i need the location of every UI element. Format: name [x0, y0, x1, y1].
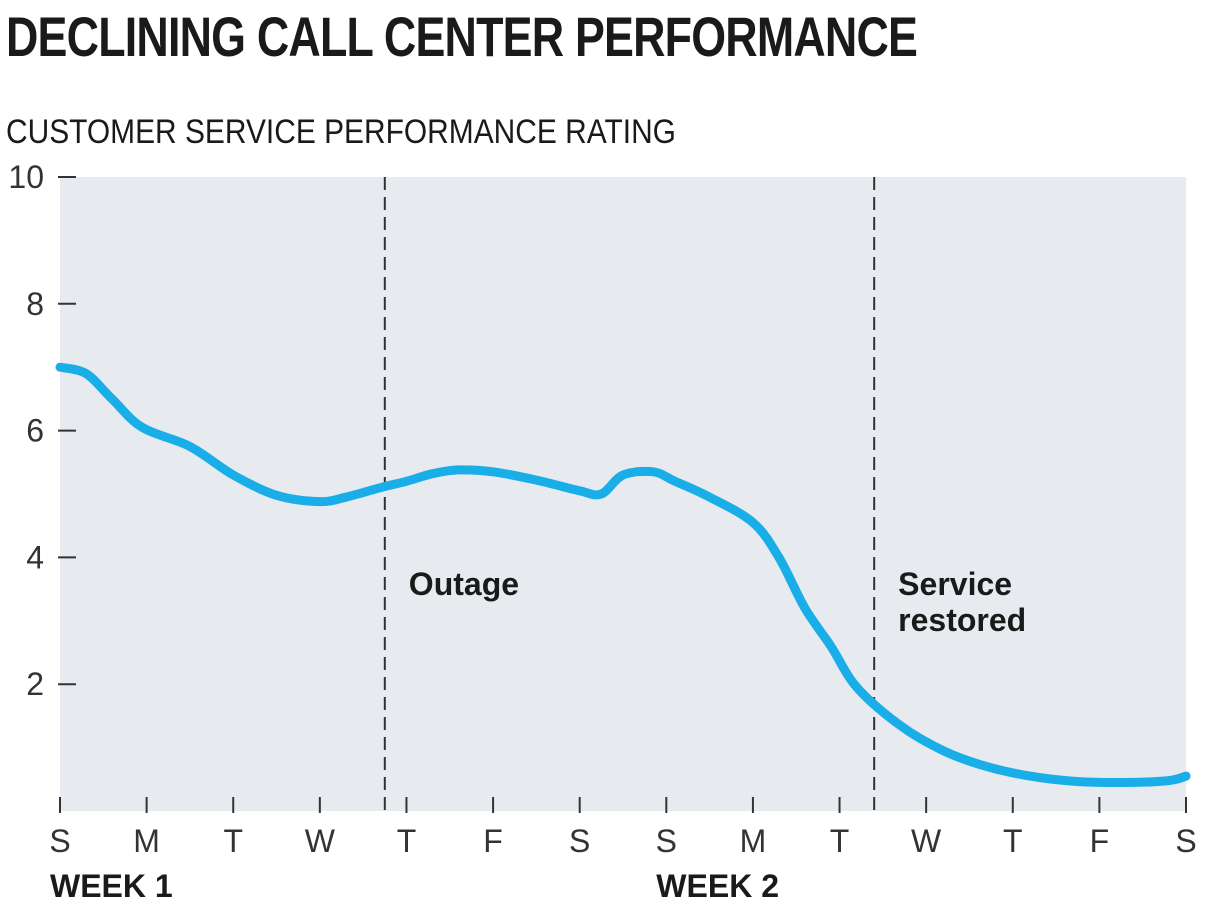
- x-tick-label: S: [569, 823, 590, 859]
- x-axis: S M T W T F S S M T W T F S WEEK 1 WEEK 2: [49, 797, 1197, 904]
- x-tick-label: S: [656, 823, 677, 859]
- x-tick-label: T: [223, 823, 243, 859]
- annotation-label: Service restored: [898, 566, 1026, 638]
- x-tick-label: T: [830, 823, 850, 859]
- x-tick-label: F: [483, 823, 503, 859]
- x-tick-label: F: [1090, 823, 1110, 859]
- x-tick-label: W: [911, 823, 942, 859]
- week-label: WEEK 1: [50, 868, 173, 904]
- plot-background: [60, 177, 1186, 811]
- x-tick-label: S: [1175, 823, 1196, 859]
- annotation-line: restored: [898, 602, 1026, 638]
- annotation-label: Outage: [409, 566, 519, 602]
- annotation-line: Outage: [409, 566, 519, 602]
- x-tick-label: T: [397, 823, 417, 859]
- y-tick-label: 2: [26, 666, 44, 702]
- x-tick-label: W: [305, 823, 336, 859]
- chart-title: DECLINING CALL CENTER PERFORMANCE: [6, 5, 918, 68]
- y-tick-label: 8: [26, 286, 44, 322]
- y-axis: 2 4 6 8 10: [8, 159, 76, 702]
- series-group: [55, 362, 1191, 788]
- chart-subtitle: CUSTOMER SERVICE PERFORMANCE RATING: [6, 113, 676, 151]
- series-line: [55, 362, 1191, 788]
- x-tick-label: M: [133, 823, 160, 859]
- y-tick-label: 4: [26, 539, 44, 575]
- week-label: WEEK 2: [656, 868, 779, 904]
- x-tick-label: T: [1003, 823, 1023, 859]
- y-tick-label: 10: [8, 159, 44, 195]
- x-tick-label: M: [740, 823, 767, 859]
- y-tick-label: 6: [26, 413, 44, 449]
- annotations: Outage Service restored: [409, 566, 1026, 638]
- x-tick-label: S: [49, 823, 70, 859]
- annotation-line: Service: [898, 566, 1012, 602]
